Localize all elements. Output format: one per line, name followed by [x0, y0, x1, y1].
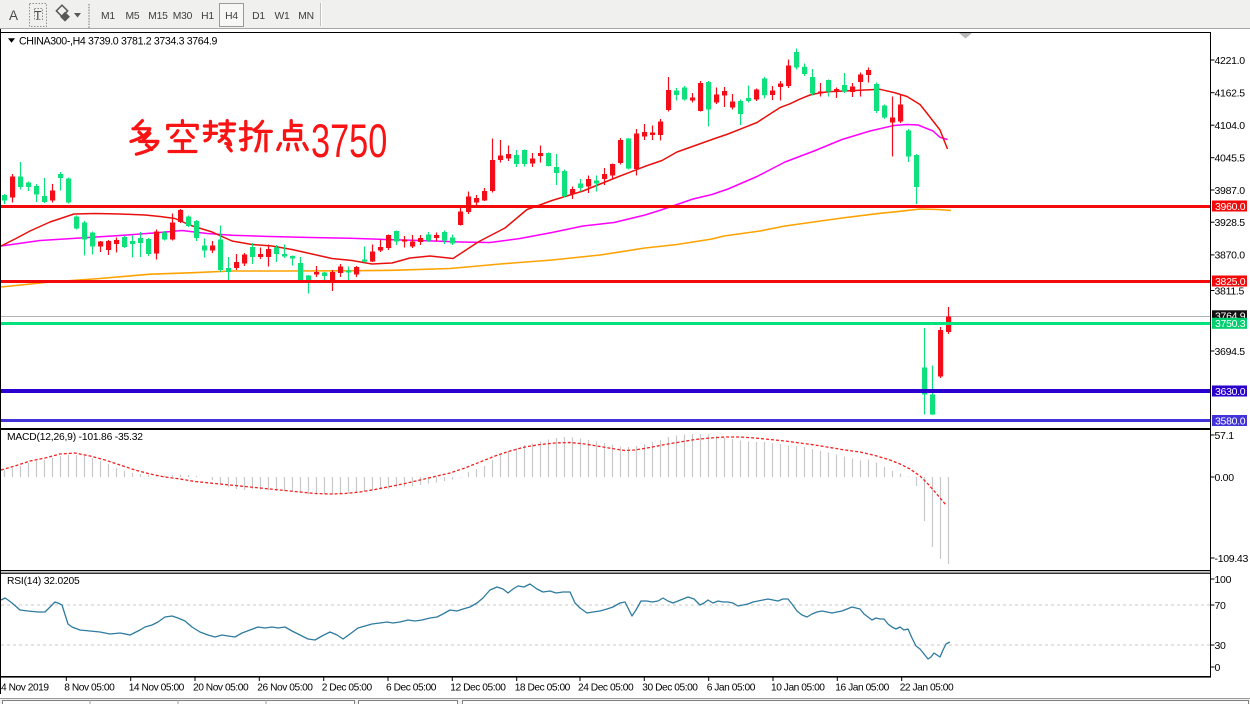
svg-text:22 Jan 05:00: 22 Jan 05:00: [900, 683, 954, 694]
svg-text:30: 30: [1215, 640, 1227, 652]
svg-text:0.00: 0.00: [1215, 472, 1235, 484]
svg-text:GBPUSD,H4: GBPUSD,H4: [110, 702, 168, 704]
svg-text:2 Dec 05:00: 2 Dec 05:00: [322, 683, 373, 694]
svg-text:M30: M30: [173, 11, 193, 22]
svg-text:RSI(14) 32.0205: RSI(14) 32.0205: [7, 576, 80, 587]
svg-text:18 Dec 05:00: 18 Dec 05:00: [515, 683, 571, 694]
svg-text:M1: M1: [101, 11, 115, 22]
svg-text:6 Dec 05:00: 6 Dec 05:00: [386, 683, 437, 694]
svg-text:24 Dec 05:00: 24 Dec 05:00: [578, 683, 634, 694]
svg-text:W1: W1: [274, 11, 290, 22]
svg-text:T: T: [34, 9, 42, 23]
svg-text:20 Nov 05:00: 20 Nov 05:00: [193, 683, 249, 694]
svg-text:M5: M5: [126, 11, 140, 22]
svg-text:100: 100: [1215, 574, 1232, 586]
svg-text:D1: D1: [252, 11, 265, 22]
svg-text:3630.0: 3630.0: [1215, 386, 1246, 398]
svg-text:A: A: [9, 8, 18, 23]
svg-text:-109.43: -109.43: [1215, 553, 1249, 565]
svg-text:XAUUSD,H4: XAUUSD,H4: [198, 702, 256, 704]
svg-text:3694.5: 3694.5: [1215, 346, 1246, 358]
svg-text:CHINA300-,H4 3739.0 3781.2 37: CHINA300-,H4 3739.0 3781.2 3734.3 3764.9: [19, 36, 217, 48]
svg-text:6 Jan 05:00: 6 Jan 05:00: [707, 683, 756, 694]
svg-text:4162.5: 4162.5: [1215, 88, 1246, 100]
svg-text:4104.0: 4104.0: [1215, 120, 1246, 132]
svg-text:4221.0: 4221.0: [1215, 55, 1246, 67]
svg-text:MN: MN: [298, 11, 314, 22]
svg-text:12 Dec 05:00: 12 Dec 05:00: [450, 683, 506, 694]
svg-text:MACD(12,26,9) -101.86 -35.32: MACD(12,26,9) -101.86 -35.32: [7, 432, 143, 443]
svg-text:3825.0: 3825.0: [1215, 276, 1246, 288]
svg-text:70: 70: [1215, 600, 1227, 612]
svg-text:57.1: 57.1: [1215, 430, 1235, 442]
svg-text:3960.0: 3960.0: [1215, 201, 1246, 213]
svg-text:SP500,H4: SP500,H4: [285, 702, 331, 704]
svg-text:4045.5: 4045.5: [1215, 153, 1246, 165]
svg-text:3870.0: 3870.0: [1215, 250, 1246, 262]
svg-text:10 Jan 05:00: 10 Jan 05:00: [771, 683, 825, 694]
svg-text:3811.5: 3811.5: [1215, 285, 1245, 297]
svg-text:H1: H1: [201, 11, 214, 22]
svg-text:H4: H4: [225, 11, 238, 22]
svg-text:14 Nov 05:00: 14 Nov 05:00: [129, 683, 185, 694]
svg-text:3580.0: 3580.0: [1215, 415, 1246, 427]
svg-text:3987.0: 3987.0: [1215, 185, 1246, 197]
svg-text:4 Nov 2019: 4 Nov 2019: [1, 683, 49, 694]
svg-text:8 Nov 05:00: 8 Nov 05:00: [64, 683, 115, 694]
svg-text:0: 0: [1215, 662, 1221, 674]
svg-text:30 Dec 05:00: 30 Dec 05:00: [642, 683, 698, 694]
svg-text:26 Nov 05:00: 26 Nov 05:00: [257, 683, 313, 694]
svg-text:CHINA300,H4: CHINA300,H4: [368, 702, 432, 704]
svg-text:M15: M15: [148, 11, 168, 22]
svg-text:3928.5: 3928.5: [1215, 217, 1246, 229]
svg-text:3750.3: 3750.3: [1215, 318, 1246, 330]
svg-text:USDJPY,H4: USDJPY,H4: [22, 702, 76, 704]
svg-text:3750: 3750: [311, 115, 387, 168]
svg-text:16 Jan 05:00: 16 Jan 05:00: [835, 683, 889, 694]
